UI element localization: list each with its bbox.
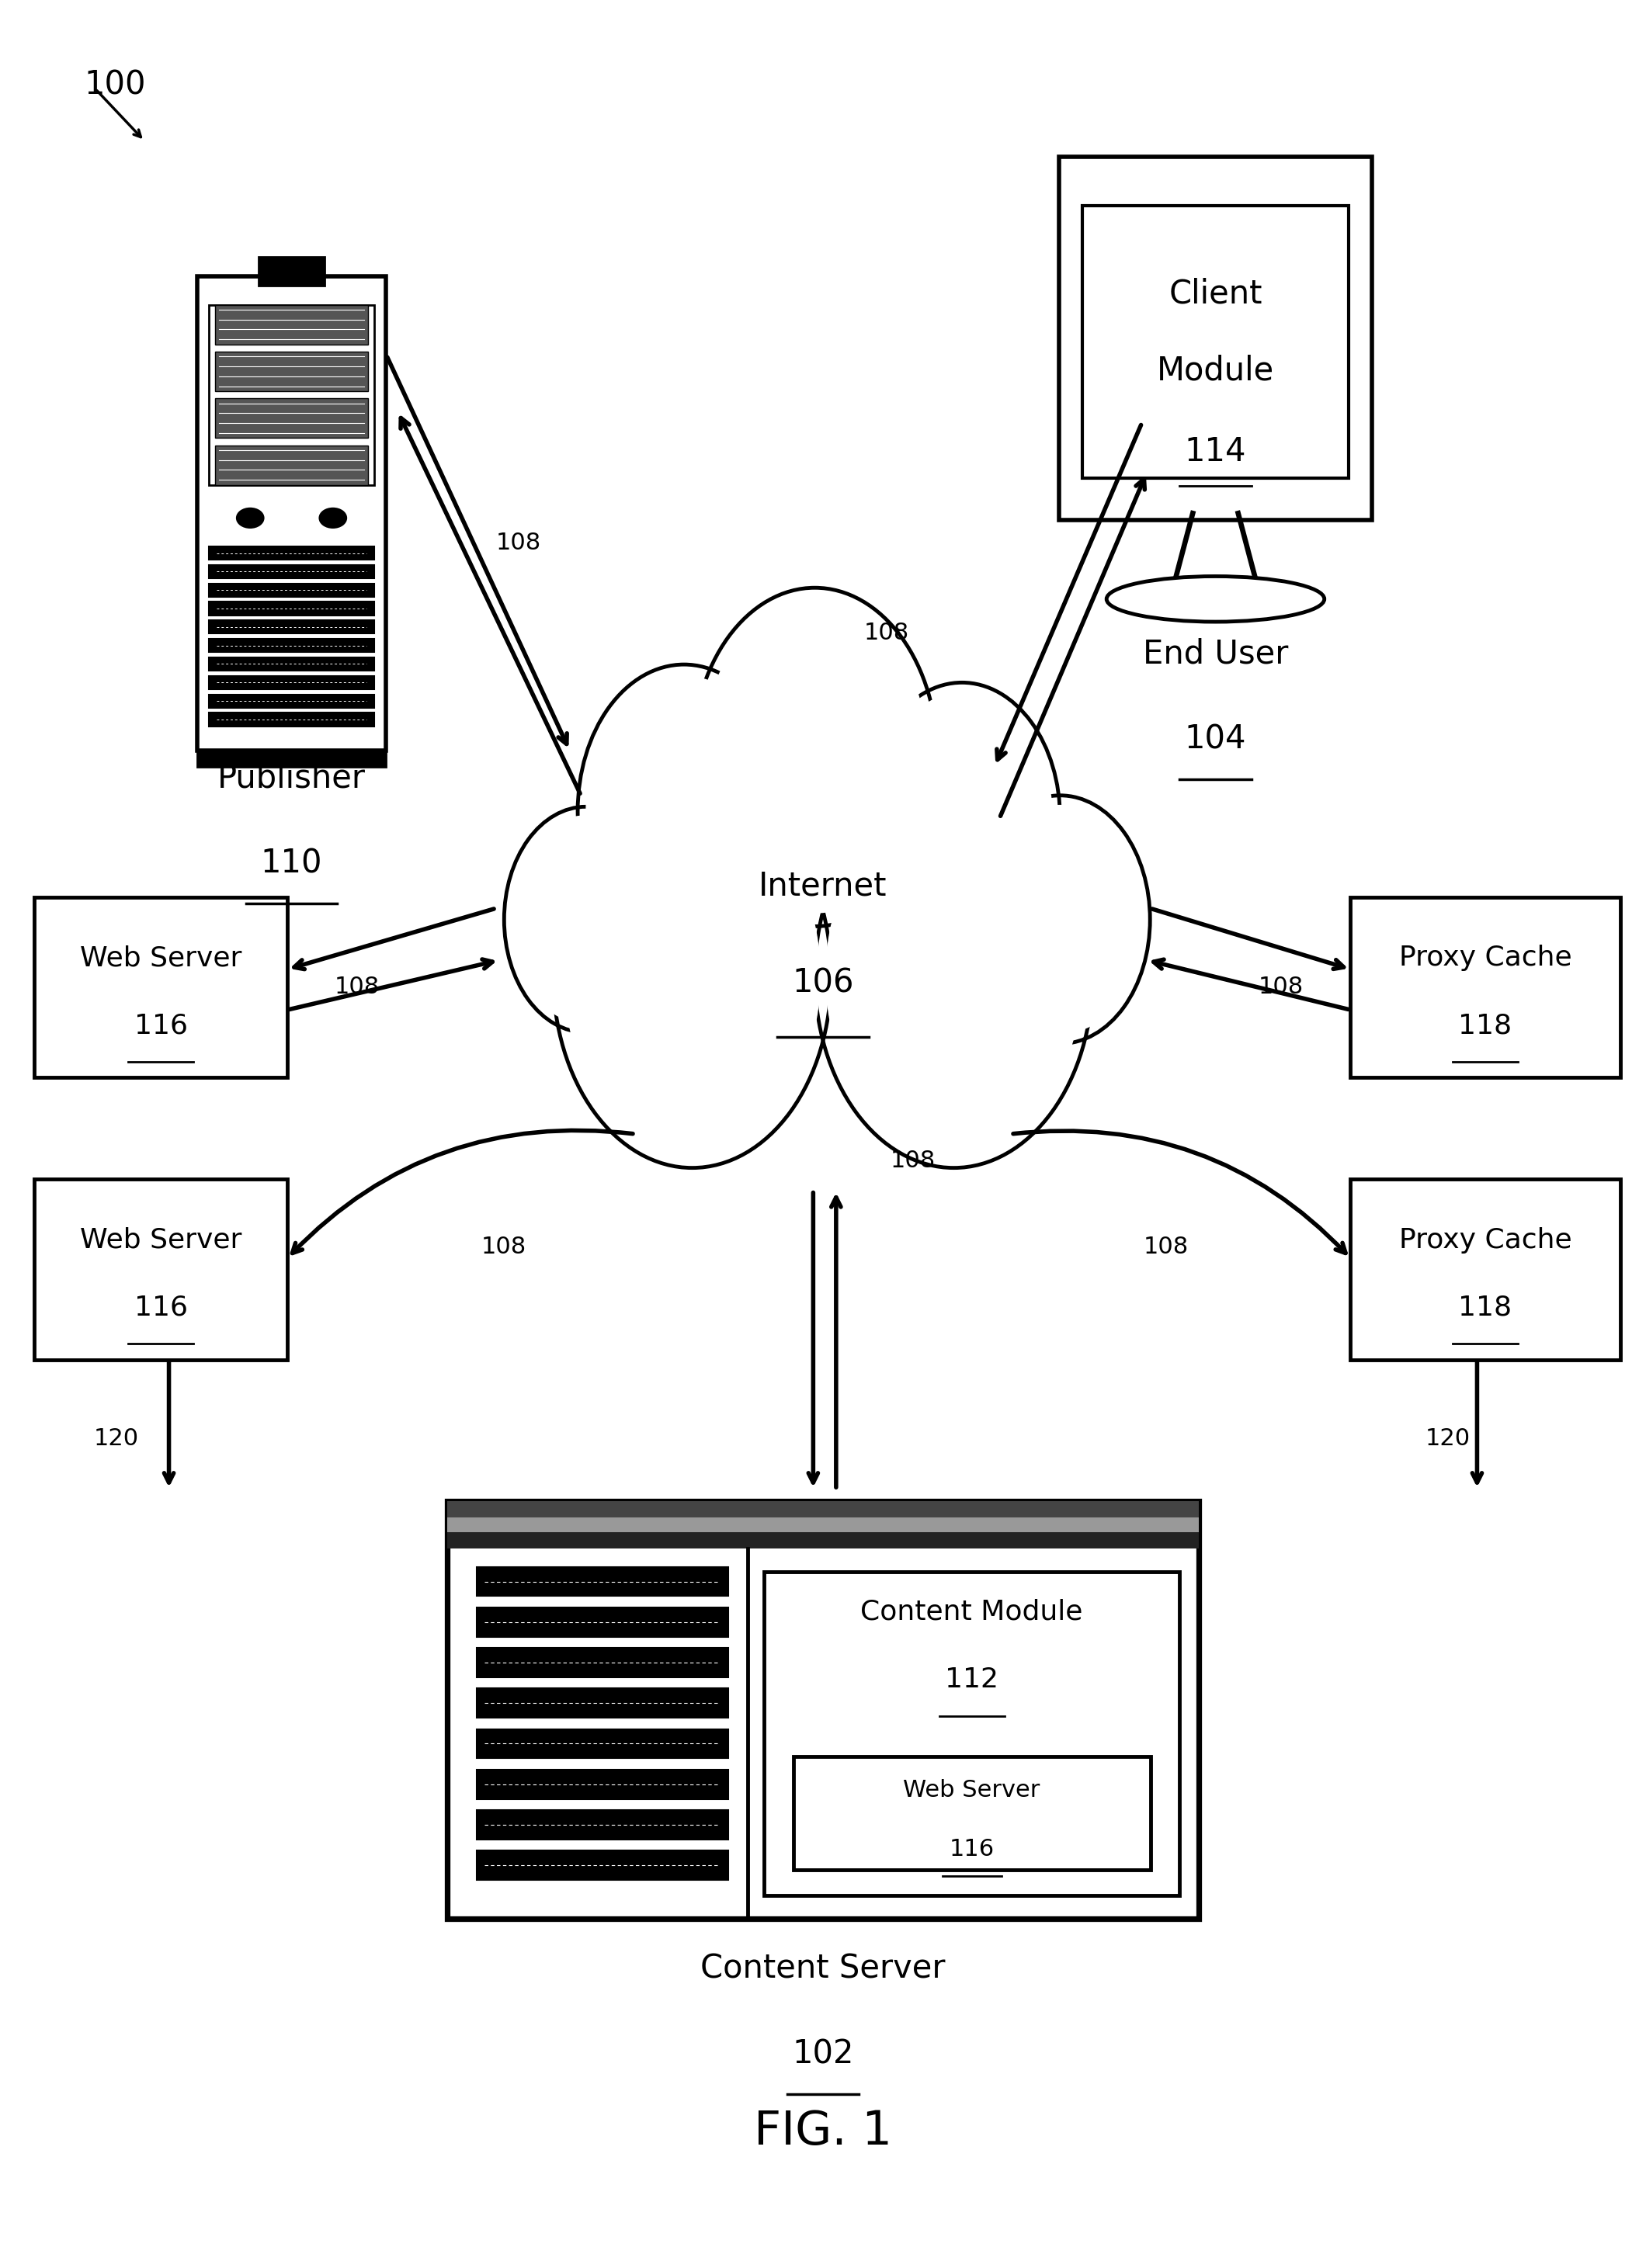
Bar: [216, 445, 367, 485]
Circle shape: [578, 665, 790, 957]
Circle shape: [565, 801, 820, 1152]
Text: End User: End User: [1142, 637, 1289, 669]
Circle shape: [693, 587, 938, 925]
Text: Proxy Cache: Proxy Cache: [1399, 1227, 1572, 1254]
Text: Module: Module: [1157, 354, 1274, 388]
Text: Web Server: Web Server: [904, 1780, 1040, 1801]
Bar: [35, 896, 288, 1077]
Bar: [209, 694, 374, 708]
Bar: [198, 751, 385, 767]
Bar: [448, 1533, 1198, 1549]
Text: 108: 108: [1144, 1236, 1188, 1259]
Circle shape: [815, 785, 1093, 1168]
Text: Web Server: Web Server: [81, 946, 242, 971]
Bar: [216, 352, 367, 390]
Text: 108: 108: [864, 621, 909, 644]
Bar: [258, 256, 324, 286]
Text: 114: 114: [1185, 435, 1246, 467]
Text: 116: 116: [133, 1012, 188, 1039]
Bar: [1083, 206, 1348, 479]
Bar: [1350, 896, 1620, 1077]
Bar: [209, 565, 374, 578]
FancyBboxPatch shape: [1060, 156, 1371, 519]
Circle shape: [864, 683, 1060, 953]
Text: 108: 108: [890, 1150, 935, 1173]
Text: 118: 118: [1458, 1012, 1513, 1039]
Bar: [209, 583, 374, 596]
Text: 106: 106: [792, 966, 854, 1000]
Ellipse shape: [237, 508, 263, 528]
Text: 120: 120: [1425, 1427, 1470, 1449]
Circle shape: [969, 796, 1151, 1043]
Text: Content Module: Content Module: [861, 1599, 1083, 1624]
Circle shape: [510, 816, 662, 1023]
Bar: [476, 1769, 728, 1799]
Bar: [448, 1517, 1198, 1533]
Bar: [764, 1572, 1180, 1896]
Text: 108: 108: [495, 531, 542, 553]
Circle shape: [701, 601, 928, 912]
Bar: [209, 304, 374, 485]
Bar: [209, 621, 374, 633]
Bar: [448, 1501, 1198, 1919]
Bar: [1350, 1179, 1620, 1361]
Text: Content Server: Content Server: [701, 1953, 945, 1984]
Bar: [209, 547, 374, 560]
Text: Publisher: Publisher: [217, 762, 365, 794]
Text: 102: 102: [792, 2039, 854, 2071]
Bar: [198, 277, 385, 751]
Bar: [476, 1728, 728, 1758]
Bar: [35, 1179, 288, 1361]
Bar: [209, 658, 374, 671]
Text: 116: 116: [950, 1837, 994, 1860]
Bar: [476, 1690, 728, 1717]
Circle shape: [586, 676, 782, 946]
Circle shape: [978, 805, 1142, 1034]
Text: 110: 110: [260, 848, 323, 880]
Bar: [476, 1810, 728, 1839]
Text: 112: 112: [945, 1667, 999, 1692]
Text: 118: 118: [1458, 1295, 1513, 1320]
Bar: [476, 1608, 728, 1637]
Bar: [209, 712, 374, 726]
Bar: [216, 399, 367, 438]
Text: Web Server: Web Server: [81, 1227, 242, 1254]
Text: 108: 108: [482, 1236, 527, 1259]
Text: 120: 120: [94, 1427, 140, 1449]
Bar: [476, 1851, 728, 1880]
Bar: [476, 1649, 728, 1676]
Ellipse shape: [319, 508, 346, 528]
Bar: [209, 676, 374, 689]
Ellipse shape: [1106, 576, 1325, 621]
Circle shape: [553, 785, 831, 1168]
Text: FIG. 1: FIG. 1: [754, 2109, 892, 2155]
Circle shape: [504, 807, 668, 1032]
Text: Proxy Cache: Proxy Cache: [1399, 946, 1572, 971]
Bar: [793, 1755, 1151, 1869]
Bar: [476, 1567, 728, 1597]
Text: 116: 116: [133, 1295, 188, 1320]
Text: Internet: Internet: [759, 869, 887, 903]
Text: 100: 100: [84, 68, 145, 102]
Text: 108: 108: [1258, 975, 1304, 998]
Text: 108: 108: [334, 975, 380, 998]
Circle shape: [872, 694, 1052, 943]
Bar: [209, 601, 374, 615]
Text: 104: 104: [1185, 723, 1246, 755]
Bar: [448, 1501, 1198, 1517]
Text: Client: Client: [1169, 277, 1262, 311]
Bar: [216, 304, 367, 345]
Circle shape: [826, 801, 1081, 1152]
Bar: [209, 640, 374, 653]
